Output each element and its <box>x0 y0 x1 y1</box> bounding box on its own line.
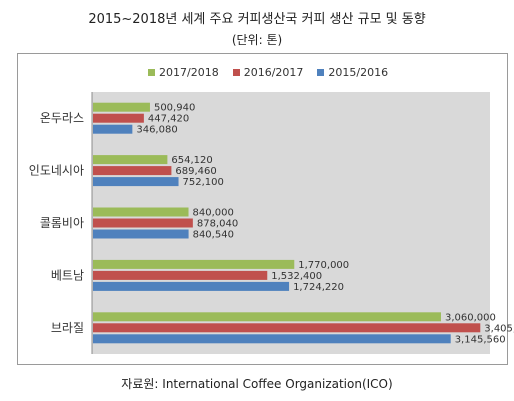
data-label: 500,940 <box>154 103 195 114</box>
bar <box>93 207 189 217</box>
chart-title: 2015~2018년 세계 주요 커피생산국 커피 생산 규모 및 동향 <box>88 12 426 27</box>
legend-swatch <box>148 68 155 76</box>
category-label: 베트남 <box>51 268 84 282</box>
bar <box>93 281 290 291</box>
source-note: 자료원: International Coffee Organization(I… <box>121 377 393 391</box>
category-label: 콜롬비아 <box>40 216 84 230</box>
data-label: 840,540 <box>193 230 234 241</box>
data-label: 689,460 <box>175 166 216 177</box>
data-label: 1,532,400 <box>271 271 322 282</box>
legend-label: 2015/2016 <box>328 65 389 79</box>
data-label: 346,080 <box>136 125 177 136</box>
bar <box>93 323 481 333</box>
legend-label: 2016/2017 <box>243 65 304 79</box>
data-label: 1,724,220 <box>293 282 344 293</box>
legend-item-2017-2018: 2017/2018 <box>148 65 219 79</box>
data-label: 1,770,000 <box>298 260 349 271</box>
bar <box>93 113 144 123</box>
bar <box>93 259 295 269</box>
bar <box>93 124 133 134</box>
bar <box>93 312 441 322</box>
data-label: 447,420 <box>148 114 189 125</box>
data-label: 840,000 <box>193 208 234 219</box>
data-label: 878,040 <box>197 219 238 230</box>
bar <box>93 270 268 280</box>
bar <box>93 155 168 165</box>
category-label: 브라질 <box>51 321 84 335</box>
bar <box>93 166 172 176</box>
legend-label: 2017/2018 <box>159 65 219 79</box>
data-label: 654,120 <box>171 155 212 166</box>
bar <box>93 334 451 344</box>
data-label: 3,405,840 <box>484 323 514 334</box>
category-label: 온두라스 <box>40 111 84 125</box>
data-label: 3,060,000 <box>445 312 496 323</box>
category-label: 인도네시아 <box>29 164 84 178</box>
bar <box>93 177 179 187</box>
legend-item-2016-2017: 2016/2017 <box>232 65 304 79</box>
bar <box>93 102 150 112</box>
legend-swatch <box>317 68 325 76</box>
chart-subtitle: (단위: 톤) <box>231 33 283 47</box>
bar <box>93 218 193 228</box>
chart-legend: 2017/2018 2016/2017 2015/2016 <box>148 65 388 79</box>
data-label: 3,145,560 <box>455 334 506 345</box>
legend-item-2015-2016: 2015/2016 <box>317 65 388 79</box>
legend-swatch <box>232 68 240 76</box>
data-label: 752,100 <box>183 177 224 188</box>
bar <box>93 229 189 239</box>
